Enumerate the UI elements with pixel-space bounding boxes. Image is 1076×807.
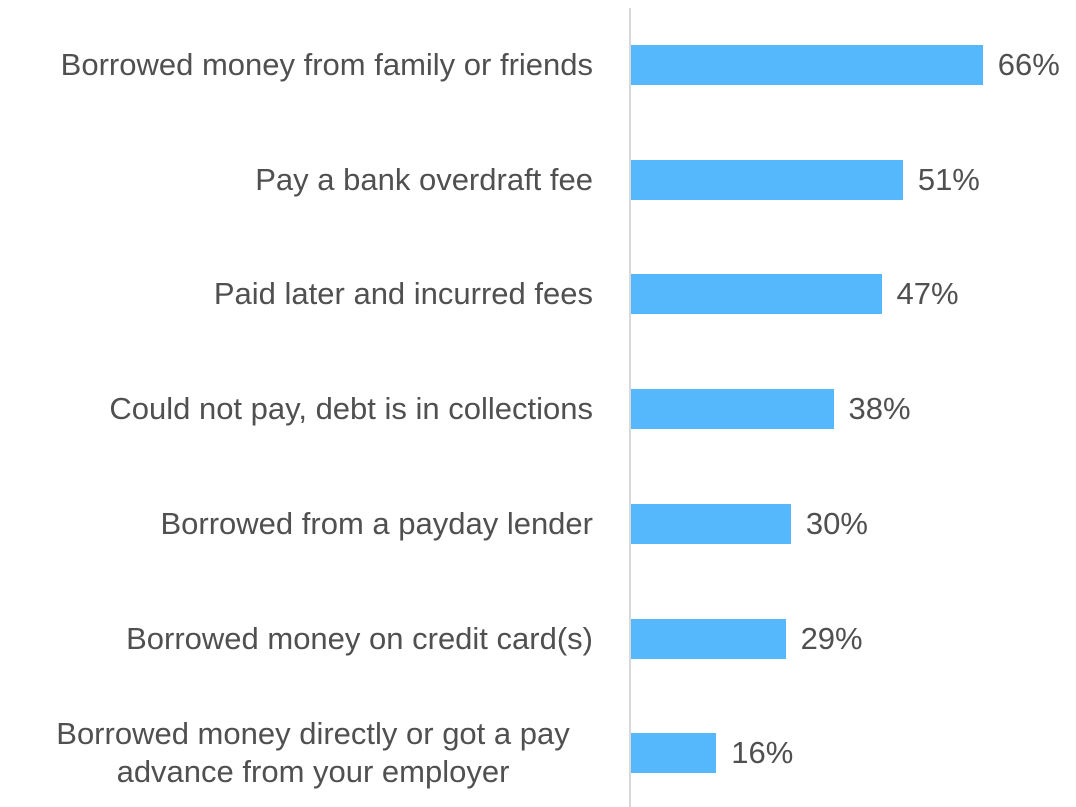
category-label: Borrowed money from family or friends	[0, 15, 593, 115]
value-label: 38%	[848, 391, 911, 427]
bar	[631, 45, 983, 85]
bar	[631, 733, 717, 774]
bar	[631, 389, 834, 430]
value-label: 30%	[805, 505, 868, 541]
category-label: Pay a bank overdraft fee	[0, 130, 593, 230]
category-text: Could not pay, debt is in collections	[109, 391, 593, 427]
value-label: 47%	[896, 276, 959, 312]
category-text: Borrowed money on credit card(s)	[126, 620, 593, 656]
category-text: Borrowed from a payday lender	[160, 505, 593, 541]
category-label: Borrowed from a payday lender	[0, 474, 593, 574]
value-label: 16%	[731, 735, 794, 771]
category-label: Could not pay, debt is in collections	[0, 359, 593, 459]
category-text: Borrowed money directly or got a pay adv…	[56, 716, 570, 790]
bar	[631, 159, 903, 200]
bar	[631, 274, 882, 315]
category-text: Borrowed money from family or friends	[60, 47, 593, 82]
category-label: Paid later and incurred fees	[0, 244, 593, 344]
bar	[631, 503, 791, 544]
axis-line	[629, 8, 631, 807]
value-label: 66%	[997, 47, 1060, 82]
bar	[631, 618, 786, 659]
category-text: Paid later and incurred fees	[213, 276, 593, 312]
category-label: Borrowed money directly or got a pay adv…	[0, 703, 593, 803]
value-label: 51%	[917, 161, 980, 197]
category-text: Pay a bank overdraft fee	[255, 161, 593, 197]
category-label: Borrowed money on credit card(s)	[0, 589, 593, 689]
value-label: 29%	[800, 620, 863, 656]
